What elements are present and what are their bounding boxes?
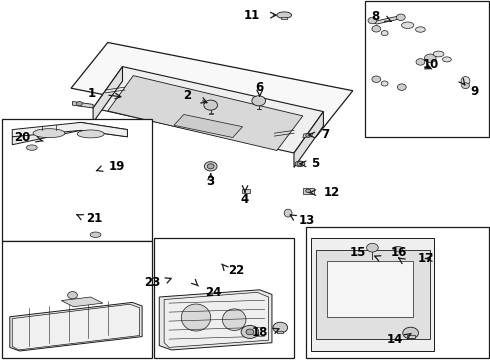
Polygon shape xyxy=(12,122,127,145)
Text: 10: 10 xyxy=(422,58,439,71)
Text: 17: 17 xyxy=(417,252,434,265)
Text: 14: 14 xyxy=(387,333,403,346)
Polygon shape xyxy=(294,112,323,167)
Circle shape xyxy=(462,83,469,89)
Text: 11: 11 xyxy=(244,9,260,22)
Bar xyxy=(306,227,489,358)
Circle shape xyxy=(381,81,388,86)
Polygon shape xyxy=(12,122,127,137)
Bar xyxy=(2,241,152,358)
Polygon shape xyxy=(108,76,303,150)
Ellipse shape xyxy=(277,12,292,18)
Circle shape xyxy=(367,243,378,252)
Bar xyxy=(281,17,287,19)
Circle shape xyxy=(204,100,218,110)
Polygon shape xyxy=(373,16,401,24)
Text: 6: 6 xyxy=(256,81,264,94)
Text: 12: 12 xyxy=(323,186,340,199)
Bar xyxy=(365,1,489,137)
Bar xyxy=(154,238,294,358)
Circle shape xyxy=(397,84,406,90)
Ellipse shape xyxy=(401,22,414,28)
Bar xyxy=(2,119,152,241)
Polygon shape xyxy=(164,292,269,347)
Ellipse shape xyxy=(433,51,444,57)
Polygon shape xyxy=(93,67,323,153)
Circle shape xyxy=(204,162,217,171)
Text: 7: 7 xyxy=(321,129,329,141)
Circle shape xyxy=(416,59,425,65)
Text: 2: 2 xyxy=(183,89,191,102)
Text: 1: 1 xyxy=(87,87,96,100)
Polygon shape xyxy=(12,304,140,350)
Ellipse shape xyxy=(33,129,65,138)
Ellipse shape xyxy=(26,145,37,150)
Ellipse shape xyxy=(295,161,305,166)
Circle shape xyxy=(252,96,266,106)
Bar xyxy=(242,189,250,193)
Bar xyxy=(209,113,213,114)
Text: 19: 19 xyxy=(109,160,125,173)
Circle shape xyxy=(372,76,381,82)
Text: 18: 18 xyxy=(252,327,269,339)
Bar xyxy=(277,331,283,333)
Circle shape xyxy=(368,17,377,24)
Circle shape xyxy=(381,31,388,36)
Circle shape xyxy=(396,14,405,21)
Circle shape xyxy=(297,162,303,166)
Ellipse shape xyxy=(393,246,403,252)
Bar xyxy=(327,261,413,317)
Text: 22: 22 xyxy=(228,264,244,277)
Text: 8: 8 xyxy=(371,10,380,23)
Polygon shape xyxy=(316,250,430,339)
Polygon shape xyxy=(159,290,272,350)
Polygon shape xyxy=(311,238,434,351)
Ellipse shape xyxy=(181,304,211,331)
Ellipse shape xyxy=(222,309,246,330)
Text: 16: 16 xyxy=(391,246,407,259)
Circle shape xyxy=(241,325,259,338)
Ellipse shape xyxy=(442,57,451,62)
Circle shape xyxy=(424,54,436,63)
Text: 24: 24 xyxy=(205,286,221,299)
Polygon shape xyxy=(73,102,93,108)
Circle shape xyxy=(306,189,311,193)
Text: 20: 20 xyxy=(14,131,30,144)
Ellipse shape xyxy=(416,27,425,32)
Polygon shape xyxy=(10,302,142,351)
Text: 4: 4 xyxy=(241,193,249,206)
Ellipse shape xyxy=(461,77,470,85)
Circle shape xyxy=(207,164,214,169)
Bar xyxy=(303,188,314,194)
Text: 3: 3 xyxy=(207,175,215,188)
Polygon shape xyxy=(71,42,353,137)
Circle shape xyxy=(372,26,381,32)
Circle shape xyxy=(403,327,418,339)
Ellipse shape xyxy=(77,130,104,138)
Text: 13: 13 xyxy=(299,214,315,227)
Circle shape xyxy=(246,329,254,335)
Text: 21: 21 xyxy=(86,212,102,225)
Polygon shape xyxy=(174,114,243,138)
Text: 9: 9 xyxy=(470,85,479,98)
Ellipse shape xyxy=(284,209,292,217)
Circle shape xyxy=(306,134,311,137)
Text: 23: 23 xyxy=(145,276,161,289)
Circle shape xyxy=(76,102,82,106)
Circle shape xyxy=(273,322,288,333)
Text: 5: 5 xyxy=(311,157,319,170)
Text: 15: 15 xyxy=(350,246,367,259)
Polygon shape xyxy=(93,67,122,122)
Bar xyxy=(407,335,415,338)
Ellipse shape xyxy=(90,232,101,238)
Polygon shape xyxy=(303,133,313,138)
Circle shape xyxy=(68,292,77,299)
Polygon shape xyxy=(61,297,103,307)
